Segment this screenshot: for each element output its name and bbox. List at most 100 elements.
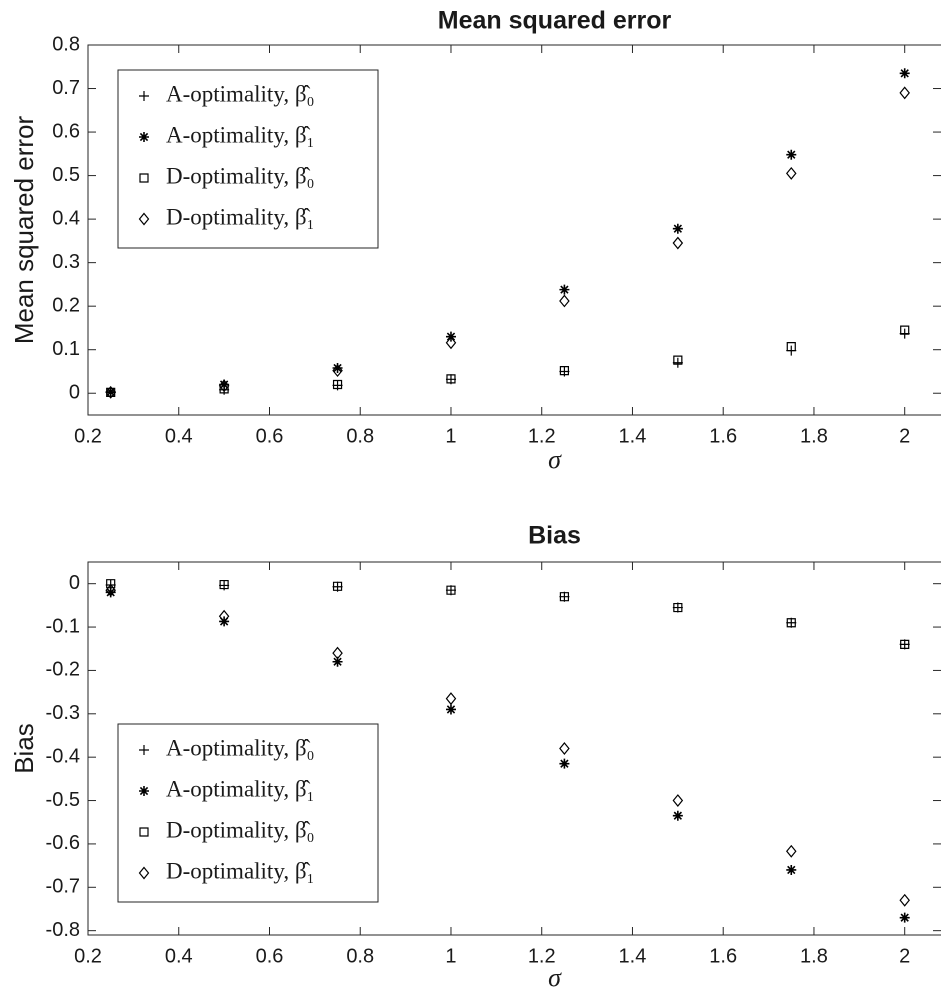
data-point <box>332 646 343 660</box>
y-tick-label: -0.7 <box>46 876 80 898</box>
data-point <box>786 617 797 628</box>
data-point <box>559 366 570 376</box>
data-point <box>672 810 683 821</box>
data-point <box>900 639 910 650</box>
x-tick-label: 1.6 <box>709 425 737 447</box>
y-tick-label: -0.2 <box>46 659 80 681</box>
y-tick-label: -0.5 <box>46 789 80 811</box>
x-tick-label: 1.6 <box>709 945 737 967</box>
x-tick-label: 1 <box>445 425 456 447</box>
y-tick-label: -0.4 <box>46 745 80 767</box>
x-tick-label: 0.6 <box>256 945 284 967</box>
chart-title: Mean squared error <box>438 7 672 35</box>
y-axis-label: Bias <box>9 723 39 774</box>
data-point <box>446 374 456 384</box>
data-point <box>785 844 797 858</box>
x-tick-label: 1.4 <box>619 425 647 447</box>
y-tick-label: -0.3 <box>46 702 80 724</box>
data-point <box>445 704 456 715</box>
x-tick-label: 0.2 <box>74 425 102 447</box>
legend-marker <box>139 827 149 837</box>
data-point <box>559 284 570 295</box>
data-point <box>559 591 570 602</box>
data-point <box>786 618 796 628</box>
y-axis-label: Mean squared error <box>9 115 39 344</box>
y-tick-label: 0.7 <box>52 77 80 99</box>
data-point <box>332 379 343 390</box>
legend-label: D-optimality, β̂₁ <box>166 204 315 229</box>
data-point <box>786 149 797 160</box>
x-tick-label: 0.4 <box>165 425 193 447</box>
data-point <box>219 579 229 590</box>
x-tick-label: 0.6 <box>256 425 284 447</box>
legend-label: A-optimality, β̂₁ <box>166 776 315 801</box>
y-tick-label: 0 <box>69 382 80 404</box>
data-point <box>332 364 343 378</box>
axes-frame <box>87 44 941 416</box>
data-point <box>218 379 230 393</box>
data-point <box>105 386 116 397</box>
x-tick-label: 2 <box>899 425 910 447</box>
data-point <box>899 68 910 79</box>
data-point <box>673 602 683 613</box>
y-tick-label: 0.8 <box>52 33 80 55</box>
data-point <box>559 592 570 602</box>
x-tick-label: 1.4 <box>619 945 647 967</box>
y-tick-label: 0.4 <box>52 207 80 229</box>
legend-label: D-optimality, β̂₀ <box>166 163 315 188</box>
data-point <box>445 336 457 350</box>
data-point <box>105 583 116 597</box>
y-tick-label: -0.1 <box>46 615 80 637</box>
legend-label: A-optimality, β̂₀ <box>166 81 315 106</box>
x-tick-label: 1.2 <box>528 425 556 447</box>
x-tick-label: 1.8 <box>800 945 828 967</box>
legend-marker <box>139 173 149 183</box>
data-point <box>106 579 116 589</box>
data-point <box>219 384 229 394</box>
legend-marker <box>138 212 150 226</box>
x-tick-label: 1 <box>445 945 456 967</box>
x-tick-label: 0.2 <box>74 945 102 967</box>
y-tick-label: 0.5 <box>52 164 80 186</box>
data-point <box>332 581 343 591</box>
x-axis-label: σ <box>548 963 562 992</box>
data-point <box>899 639 910 650</box>
y-tick-label: 0.3 <box>52 251 80 273</box>
data-point <box>445 692 457 706</box>
data-point <box>445 585 456 596</box>
legend-label: D-optimality, β̂₀ <box>166 817 315 842</box>
axes-frame <box>87 561 941 936</box>
y-tick-label: 0.2 <box>52 294 80 316</box>
legend-marker <box>139 91 149 101</box>
data-point <box>673 355 683 365</box>
legend-marker <box>138 866 150 880</box>
x-tick-label: 2 <box>899 945 910 967</box>
legend-label: A-optimality, β̂₁ <box>166 122 315 147</box>
x-tick-label: 1.8 <box>800 425 828 447</box>
data-point <box>786 864 797 875</box>
data-point <box>899 893 910 907</box>
y-tick-label: 0 <box>69 572 80 594</box>
data-point <box>105 587 116 598</box>
data-point <box>446 585 456 595</box>
y-tick-label: -0.8 <box>46 919 80 941</box>
data-point <box>332 656 343 667</box>
data-point <box>672 223 683 234</box>
chart-title: Bias <box>528 522 581 550</box>
legend-label: A-optimality, β̂₀ <box>166 735 315 760</box>
y-tick-label: 0.6 <box>52 120 80 142</box>
x-axis-label: σ <box>548 445 562 474</box>
x-tick-label: 0.8 <box>346 425 374 447</box>
data-point <box>899 86 910 100</box>
data-point <box>105 385 116 399</box>
y-tick-label: 0.1 <box>52 338 80 360</box>
legend-label: D-optimality, β̂₁ <box>166 858 315 883</box>
data-point <box>672 602 683 613</box>
data-point <box>899 912 910 923</box>
legend-box <box>117 69 379 249</box>
data-point <box>559 742 570 755</box>
data-point <box>672 357 683 368</box>
legend-marker <box>139 132 149 142</box>
legend-marker <box>139 786 149 796</box>
x-tick-label: 0.8 <box>346 945 374 967</box>
